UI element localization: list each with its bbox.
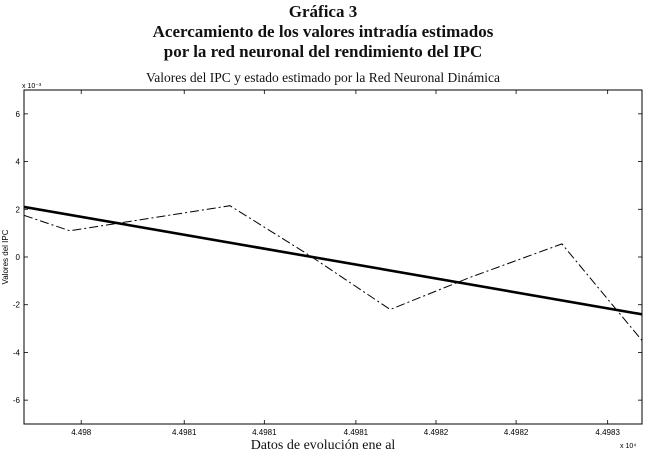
y-tick-label: 0 <box>16 253 21 262</box>
y-tick-label: 4 <box>16 158 21 167</box>
x-tick-label: 4.4981 <box>344 428 369 437</box>
y-tick-label: 6 <box>16 110 21 119</box>
y-exponent-label: x 10⁻³ <box>22 83 42 90</box>
plot-frame <box>23 89 643 425</box>
x-axis: 4.498 4.4981 4.4981 4.4981 4.4982 4.4982 4.498… <box>71 90 620 437</box>
series-layer <box>24 205 642 341</box>
y-tick-label: -6 <box>13 396 21 405</box>
x-tick-label: 4.498 <box>71 428 92 437</box>
figure-title-line-2: por la red neuronal del rendimiento del … <box>163 42 483 61</box>
y-tick-label: -2 <box>13 301 21 310</box>
x-tick-label: 4.4982 <box>504 428 529 437</box>
series-line-dashed <box>24 205 642 341</box>
figure-label: Gráfica 3 <box>288 2 358 21</box>
x-axis-label: Datos de evolución ene al <box>250 438 396 453</box>
x-exponent-label: x 10⁴ <box>620 443 636 450</box>
x-tick-label: 4.4983 <box>595 428 620 437</box>
x-tick-label: 4.4981 <box>252 428 277 437</box>
y-axis-label: Valores del IPC <box>1 229 10 284</box>
x-tick-label: 4.4981 <box>172 428 197 437</box>
y-tick-label: 2 <box>16 205 21 214</box>
y-tick-label: -4 <box>13 348 21 357</box>
figure-title-line-1: Acercamiento de los valores intradía est… <box>152 22 494 41</box>
chart-title: Valores del IPC y estado estimado por la… <box>146 70 500 85</box>
series-line-solid <box>24 205 642 316</box>
x-tick-label: 4.4982 <box>424 428 449 437</box>
y-axis: 6 4 2 0 -2 -4 -6 <box>13 110 642 405</box>
